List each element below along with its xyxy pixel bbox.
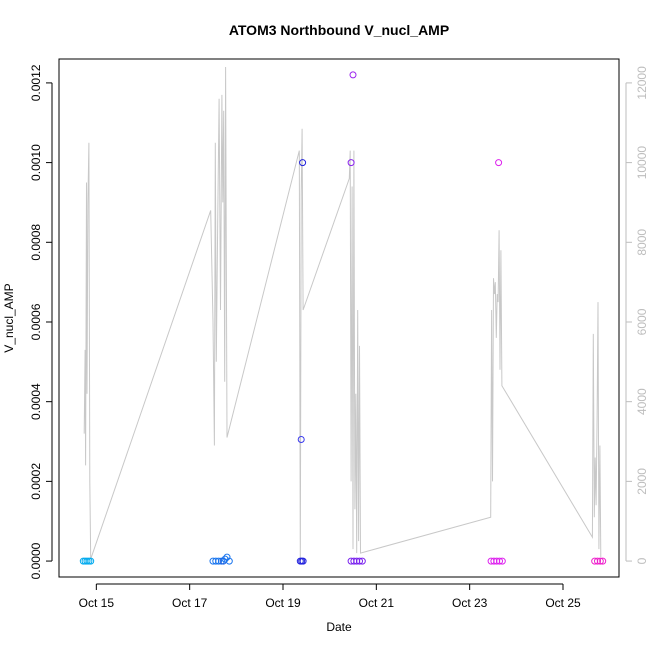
x-tick-label: Oct 23 [452,596,488,610]
data-point [299,159,307,167]
x-tick-label: Oct 25 [545,596,581,610]
data-point [347,159,355,167]
y-tick-label: 0.0004 [29,383,43,420]
data-point [297,436,305,443]
data-point [217,557,225,565]
y-axis-label: V_nucl_AMP [2,283,16,352]
data-point [221,555,229,563]
y-tick-label: 0.0002 [29,463,43,500]
y2-tick-label: 12000 [635,66,649,100]
y2-tick-label: 4000 [635,388,649,415]
data-point [215,557,223,565]
data-point [594,557,601,565]
y-tick-label: 0.0008 [29,224,43,261]
data-point [599,557,607,565]
x-axis-label: Date [326,620,352,634]
x-tick-label: Oct 17 [172,596,208,610]
data-point [225,557,233,565]
series-line [83,66,602,562]
y2-tick-label: 0 [635,557,649,564]
y-axis-left: 0.0000 0.0002 0.0004 0.0006 0.0008 0.0010 0.00… [29,64,53,579]
y2-tick-label: 10000 [635,146,649,180]
data-point [87,557,95,565]
x-tick-label: Oct 21 [359,596,395,610]
y-tick-label: 0.0010 [29,144,43,181]
y2-tick-label: 6000 [635,308,649,335]
data-point [495,159,503,167]
x-tick-label: Oct 15 [79,596,115,610]
data-point [356,557,363,565]
data-point [498,557,506,565]
x-axis: Oct 15 Oct 17 Oct 19 Oct 21 Oct 23 Oct 25 [79,583,581,610]
data-point [223,553,231,561]
data-point [358,557,366,565]
y2-tick-label: 8000 [635,229,649,256]
data-point [83,557,91,565]
y-tick-label: 0.0000 [29,542,43,579]
plot-frame [58,58,620,578]
y2-tick-label: 2000 [635,468,649,495]
y-tick-label: 0.0006 [29,303,43,340]
y-tick-label: 0.0012 [29,64,43,101]
data-point [496,557,503,565]
points-layer [79,71,607,565]
chart-title: ATOM3 Northbound V_nucl_AMP [229,22,449,38]
y-axis-right: 0 2000 4000 6000 8000 10000 12000 [625,66,649,564]
data-point [299,557,307,565]
data-point [349,71,357,79]
series-line-path [83,66,602,562]
x-tick-label: Oct 19 [265,596,301,610]
data-point [596,557,604,565]
